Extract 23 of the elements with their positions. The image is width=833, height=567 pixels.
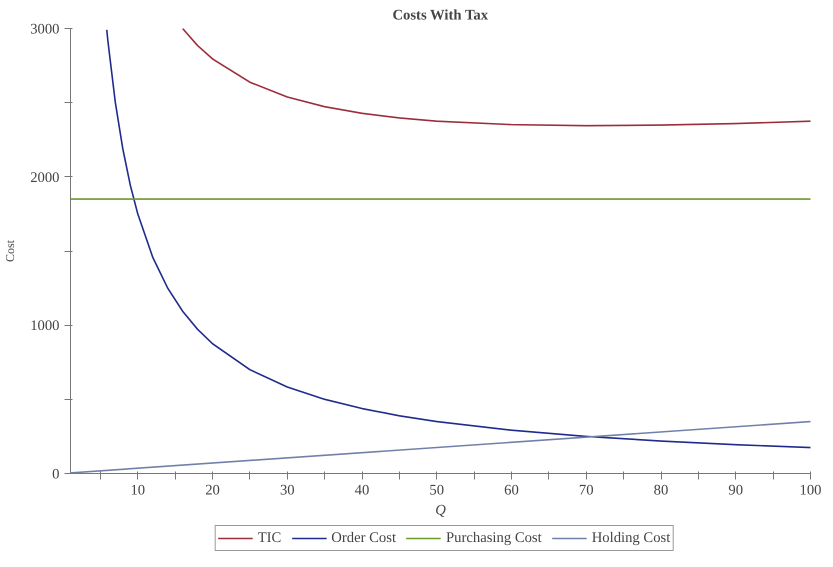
x-tick-label: 70 [578,482,594,498]
line-series [182,28,810,126]
x-tick-label: 30 [280,482,295,498]
x-tick-label: 80 [654,482,668,498]
y-tick-label: 2000 [30,170,60,186]
legend-label: Holding Cost [592,530,670,546]
chart-title: Costs With Tax [392,8,489,24]
x-tick-label: 90 [728,482,744,498]
y-axis-title: Cost [3,239,18,262]
legend-label: Purchasing Cost [446,530,542,546]
x-tick-label: 10 [130,482,146,498]
x-tick-label: 20 [205,482,220,498]
legend-label: TIC [258,530,282,546]
line-series [106,29,810,448]
x-axis-title: Q [435,502,446,518]
x-tick-label: 100 [800,482,822,498]
y-tick-label: 0 [52,466,60,482]
x-tick-label: 60 [504,482,519,498]
y-tick-label: 3000 [30,22,60,38]
y-tick-label: 1000 [30,318,60,334]
x-tick-label: 50 [429,482,444,498]
x-tick-label: 40 [354,482,370,498]
legend-label: Order Cost [331,530,396,546]
